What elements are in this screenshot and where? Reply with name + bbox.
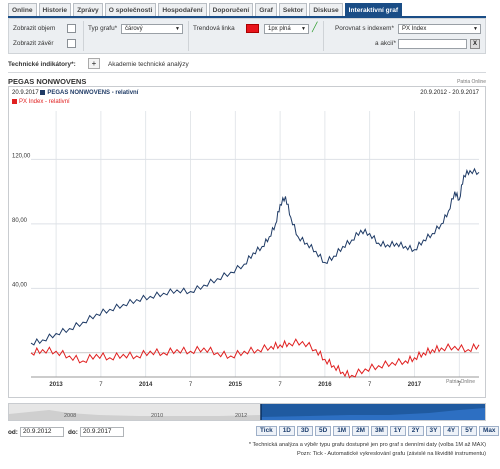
tab-sektor[interactable]: Sektor <box>278 3 308 17</box>
chart-controls-panel: Zobrazit objem Zobrazit závěr Typ grafu*… <box>8 18 486 54</box>
series2-swatch <box>12 99 17 104</box>
tab-doporu-en-[interactable]: Doporučení <box>208 3 254 17</box>
period-button-3d[interactable]: 3D <box>296 426 314 436</box>
tab-diskuse[interactable]: Diskuse <box>309 3 343 17</box>
x-tick-label: 7 <box>99 382 103 388</box>
series-line-2 <box>30 338 480 379</box>
divider <box>323 21 324 51</box>
period-button-tick[interactable]: Tick <box>256 426 277 436</box>
chevron-down-icon: ▼ <box>175 26 180 32</box>
period-button-5d[interactable]: 5D <box>315 426 332 436</box>
tab-underline <box>8 16 486 18</box>
navigator-history-area <box>9 410 261 420</box>
compare-index-select[interactable]: PX Index ▼ <box>398 24 481 34</box>
period-buttons: Tick 1D 3D 5D 1M 2M 3M 1Y 2Y 3Y 4Y 5Y Max <box>256 426 500 436</box>
x-tick-label: 7 <box>278 382 282 388</box>
date-range: 20.9.2012 - 20.9.2017 <box>420 90 479 96</box>
x-tick-label: 2016 <box>318 382 332 388</box>
period-button-2m[interactable]: 2M <box>352 426 369 436</box>
chart-type-value: čárový <box>125 26 143 32</box>
y-tick-label: 40,00 <box>12 282 28 288</box>
chart-date: 20.9.2017 <box>12 90 39 97</box>
note-tick: Pozn: Tick - Automatické vykreslování gr… <box>296 451 486 457</box>
chart-plot: 120,00 80,00 40,00 2013 7 2014 7 2015 7 2016 7 2017… <box>12 111 480 388</box>
price-chart[interactable]: 20.9.2017 PEGAS NONWOVENS - relativní PX… <box>8 86 486 398</box>
chart-type-select[interactable]: čárový ▼ <box>121 24 183 34</box>
tab-bar: Online Historie Zprávy O společnosti Hospoda… <box>8 3 403 17</box>
x-tick-label: 2014 <box>139 382 153 388</box>
tab-hospoda-en-[interactable]: Hospodaření <box>158 3 207 17</box>
x-tick-label: 7 <box>189 382 193 388</box>
trend-color-swatch[interactable] <box>246 24 259 33</box>
time-navigator[interactable]: 2008 2010 2012 <box>8 403 486 421</box>
compare-stock-label: a akcií* <box>375 40 396 47</box>
from-label: od: <box>8 429 18 436</box>
to-label: do: <box>68 429 78 436</box>
tab-interaktivn-graf[interactable]: Interaktivní graf <box>344 3 403 17</box>
divider <box>8 72 486 73</box>
period-button-1y[interactable]: 1Y <box>389 426 406 436</box>
chart-type-label: Typ grafu* <box>88 25 118 32</box>
navigator-plot: 2008 2010 2012 <box>9 404 485 420</box>
tab-online[interactable]: Online <box>8 3 37 17</box>
navigator-year-label: 2008 <box>64 413 76 419</box>
period-button-2y[interactable]: 2Y <box>407 426 424 436</box>
y-tick-label: 80,00 <box>12 218 28 224</box>
compare-index-value: PX Index <box>402 26 427 32</box>
academy-link[interactable]: Akademie technické analýzy <box>108 61 189 68</box>
period-button-3y[interactable]: 3Y <box>425 426 442 436</box>
period-button-1d[interactable]: 1D <box>278 426 295 436</box>
series1-swatch <box>40 90 46 95</box>
y-tick-label: 120,00 <box>12 153 31 159</box>
from-date-input[interactable]: 20.9.2012 <box>20 427 64 437</box>
series-line-1 <box>30 167 480 346</box>
x-tick-label: 7 <box>368 382 372 388</box>
add-indicator-button[interactable]: + <box>88 58 100 69</box>
period-button-max[interactable]: Max <box>479 426 500 436</box>
pencil-icon[interactable]: ╱ <box>312 22 318 32</box>
divider <box>188 21 189 51</box>
tab-o-spole-nosti[interactable]: O společnosti <box>104 3 157 17</box>
chevron-down-icon: ▼ <box>301 26 306 32</box>
show-volume-checkbox[interactable] <box>67 24 76 33</box>
tab-zpr-vy[interactable]: Zprávy <box>73 3 103 17</box>
clear-stock-button[interactable]: X <box>470 39 480 49</box>
period-button-3m[interactable]: 3M <box>370 426 388 436</box>
series2-label: PX Index - relativní <box>19 99 70 106</box>
watermark-bottom: Patria Online <box>446 379 475 385</box>
legend-series2: PX Index - relativní <box>12 99 70 105</box>
trend-style-value: 1px plná <box>268 26 291 32</box>
period-button-4y[interactable]: 4Y <box>443 426 460 436</box>
watermark-top: Patria Online <box>457 79 486 85</box>
x-tick-label: 2015 <box>229 382 243 388</box>
navigator-year-label: 2012 <box>235 413 247 419</box>
technical-indicators-label: Technické indikátory*: <box>8 61 76 68</box>
show-close-label: Zobrazit závěr <box>13 40 54 47</box>
period-button-5y[interactable]: 5Y <box>461 426 478 436</box>
navigator-selected-area <box>261 408 485 420</box>
show-close-checkbox[interactable] <box>67 39 76 48</box>
divider <box>83 21 84 51</box>
period-button-1m[interactable]: 1M <box>333 426 351 436</box>
x-tick-label: 7 <box>458 382 462 388</box>
trend-style-select[interactable]: 1px plná ▼ <box>264 24 309 34</box>
chevron-down-icon: ▼ <box>473 26 478 32</box>
note-technical: * Technická analýza a výběr typu grafu d… <box>248 442 486 448</box>
show-volume-label: Zobrazit objem <box>13 25 56 32</box>
tab-historie[interactable]: Historie <box>38 3 72 17</box>
trend-line-label: Trendová linka <box>193 25 235 32</box>
x-tick-label: 2013 <box>49 382 63 388</box>
compare-stock-input[interactable] <box>398 39 467 49</box>
chart-title: PEGAS NONWOVENS <box>8 77 87 86</box>
tab-graf[interactable]: Graf <box>255 3 277 17</box>
x-tick-label: 2017 <box>408 382 422 388</box>
navigator-year-label: 2010 <box>151 413 163 419</box>
compare-index-label: Porovnat s indexem* <box>335 25 394 32</box>
legend-series1: 20.9.2017 PEGAS NONWOVENS - relativní <box>12 90 138 96</box>
to-date-input[interactable]: 20.9.2017 <box>80 427 124 437</box>
series1-label: PEGAS NONWOVENS - relativní <box>47 90 139 97</box>
